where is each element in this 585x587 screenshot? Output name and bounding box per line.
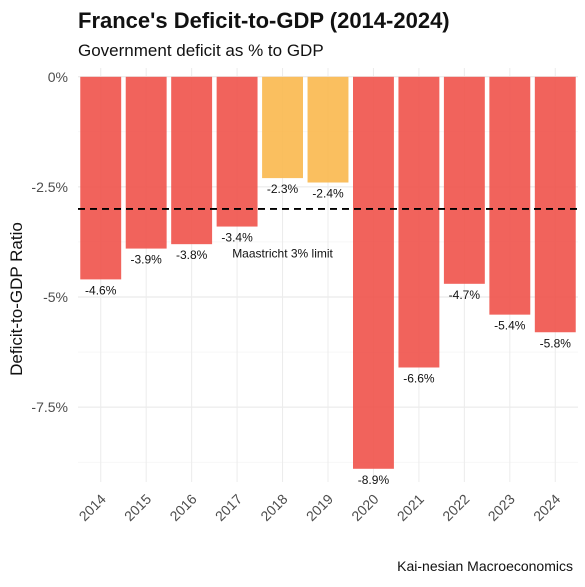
bar-2016 [171, 76, 213, 245]
chart-subtitle: Government deficit as % to GDP [78, 41, 324, 60]
data-label-2019: -2.4% [312, 187, 344, 201]
data-label-2016: -3.8% [176, 248, 208, 262]
x-tick-label: 2019 [303, 491, 336, 524]
bar-2017 [216, 76, 258, 227]
y-tick-label: -5% [43, 289, 68, 305]
maastricht-limit-label: Maastricht 3% limit [232, 246, 333, 260]
bar-2024 [534, 76, 576, 333]
x-tick-label: 2023 [485, 491, 518, 524]
data-label-2015: -3.9% [131, 253, 163, 267]
x-tick-label: 2014 [76, 491, 109, 524]
bar-2019 [307, 76, 349, 183]
bar-2014 [80, 76, 122, 280]
bar-2020 [353, 76, 394, 469]
data-label-2021: -6.6% [403, 371, 435, 385]
x-tick-label: 2018 [257, 491, 290, 524]
x-tick-label: 2016 [166, 491, 199, 524]
data-label-2023: -5.4% [494, 319, 526, 333]
bar-2023 [489, 76, 531, 315]
x-tick-label: 2015 [121, 491, 154, 524]
chart-title: France's Deficit-to-GDP (2014-2024) [78, 8, 450, 33]
y-tick-label: 0% [48, 69, 68, 85]
x-tick-label: 2024 [530, 491, 563, 524]
data-label-2014: -4.6% [85, 283, 117, 297]
bar-2015 [125, 76, 167, 249]
y-tick-label: -2.5% [31, 179, 68, 195]
x-tick-label: 2021 [394, 491, 427, 524]
x-tick-label: 2020 [348, 491, 381, 524]
bar-2021 [398, 76, 440, 368]
data-label-2022: -4.7% [449, 288, 481, 302]
y-tick-label: -7.5% [31, 399, 68, 415]
x-tick-label: 2017 [212, 491, 245, 524]
data-label-2018: -2.3% [267, 182, 299, 196]
data-label-2017: -3.4% [221, 231, 253, 245]
data-label-2020: -8.9% [358, 473, 390, 487]
bar-2018 [262, 76, 303, 179]
chart-caption: Kai-nesian Macroeconomics [397, 558, 573, 574]
data-label-2024: -5.8% [540, 336, 572, 350]
y-axis-label: Deficit-to-GDP Ratio [7, 222, 26, 376]
bar-2022 [443, 76, 485, 284]
x-tick-label: 2022 [439, 491, 472, 524]
